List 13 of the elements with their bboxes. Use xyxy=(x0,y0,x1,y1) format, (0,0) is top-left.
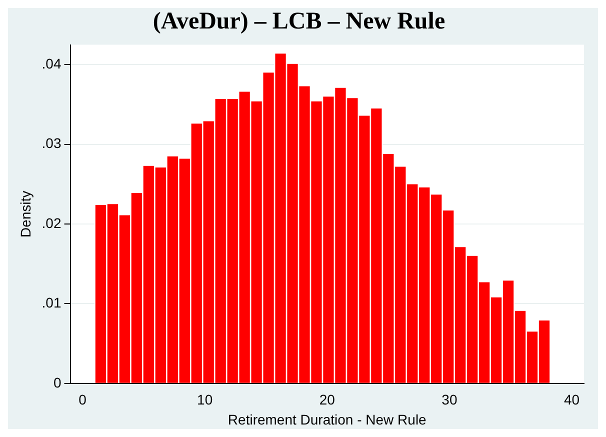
y-tick-label: .02 xyxy=(42,214,62,231)
x-tick-label: 40 xyxy=(564,392,580,408)
x-tick-label: 30 xyxy=(442,392,458,408)
x-tick-label: 20 xyxy=(319,392,336,408)
x-tick-label: 10 xyxy=(197,392,213,408)
x-tick-label: 0 xyxy=(78,392,87,408)
y-tick-label: 0 xyxy=(53,374,62,390)
y-axis-title: Density xyxy=(17,190,34,238)
y-tick-label: .03 xyxy=(42,135,62,152)
y-tick-label: .04 xyxy=(42,56,62,72)
x-axis-title: Retirement Duration - New Rule xyxy=(228,411,427,428)
y-tick-label: .01 xyxy=(42,294,62,311)
chart-title: (AveDur) – LCB – New Rule xyxy=(152,8,446,35)
